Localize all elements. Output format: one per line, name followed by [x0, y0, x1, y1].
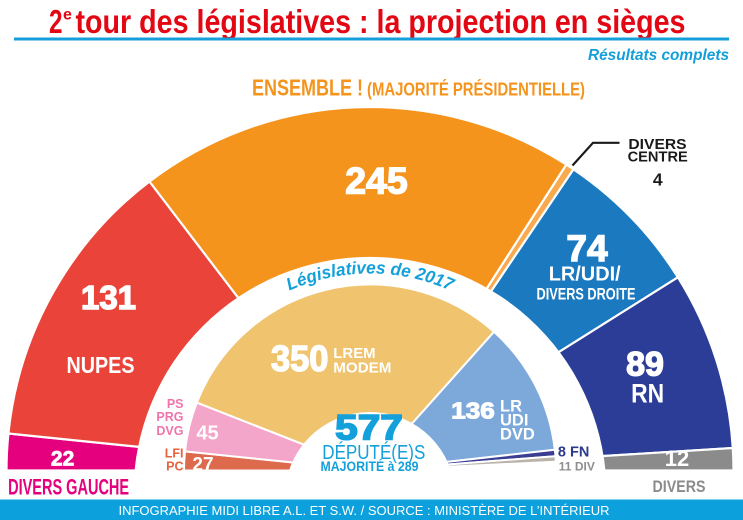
- svg-text:131: 131: [81, 279, 136, 316]
- svg-text:89: 89: [626, 345, 664, 383]
- svg-text:74: 74: [566, 228, 608, 269]
- svg-text:136: 136: [451, 397, 494, 423]
- svg-text:RN: RN: [631, 379, 664, 409]
- svg-text:(MAJORITÉ PRÉSIDENTIELLE): (MAJORITÉ PRÉSIDENTIELLE): [367, 79, 585, 100]
- svg-text:350: 350: [271, 338, 328, 379]
- svg-text:DVG: DVG: [156, 424, 183, 438]
- svg-text:Résultats complets: Résultats complets: [588, 47, 729, 64]
- svg-text:ENSEMBLE !: ENSEMBLE !: [252, 75, 363, 101]
- svg-text:LR: LR: [500, 397, 522, 415]
- svg-text:PC: PC: [166, 459, 183, 473]
- svg-text:245: 245: [345, 160, 408, 202]
- svg-text:MODEM: MODEM: [333, 359, 391, 376]
- svg-text:4: 4: [653, 170, 663, 190]
- svg-text:2: 2: [49, 3, 63, 40]
- svg-text:MAJORITÉ à 289: MAJORITÉ à 289: [321, 458, 419, 474]
- svg-text:CENTRE: CENTRE: [628, 150, 689, 166]
- svg-text:e: e: [63, 7, 72, 24]
- svg-text:12: 12: [665, 446, 689, 471]
- svg-text:LREM: LREM: [333, 345, 375, 362]
- svg-text:45: 45: [196, 422, 218, 444]
- svg-text:DIVERS GAUCHE: DIVERS GAUCHE: [8, 475, 129, 500]
- svg-text:LFI: LFI: [165, 447, 184, 461]
- svg-text:577: 577: [335, 408, 403, 447]
- svg-text:UDI: UDI: [500, 411, 528, 429]
- svg-text:PS: PS: [167, 397, 184, 411]
- svg-text:PRG: PRG: [156, 410, 183, 424]
- svg-text:27: 27: [192, 455, 213, 476]
- svg-text:DIVERS: DIVERS: [653, 477, 706, 496]
- svg-text:NUPES: NUPES: [67, 352, 135, 378]
- svg-text:DÉPUTÉ(E)S: DÉPUTÉ(E)S: [322, 441, 425, 464]
- svg-text:8 FN: 8 FN: [558, 444, 589, 460]
- svg-text:22: 22: [51, 448, 74, 471]
- svg-text:DVD: DVD: [500, 426, 535, 444]
- svg-text:INFOGRAPHIE MIDI LIBRE A.L. ET: INFOGRAPHIE MIDI LIBRE A.L. ET S.W. / SO…: [119, 503, 610, 518]
- svg-text:DIVERS: DIVERS: [628, 137, 687, 153]
- svg-text:11 DIV: 11 DIV: [559, 460, 595, 474]
- svg-text:LR/UDI/: LR/UDI/: [549, 264, 621, 286]
- svg-text:tour des législatives : la pro: tour des législatives : la projection en…: [76, 3, 686, 40]
- svg-text:DIVERS DROITE: DIVERS DROITE: [537, 286, 636, 304]
